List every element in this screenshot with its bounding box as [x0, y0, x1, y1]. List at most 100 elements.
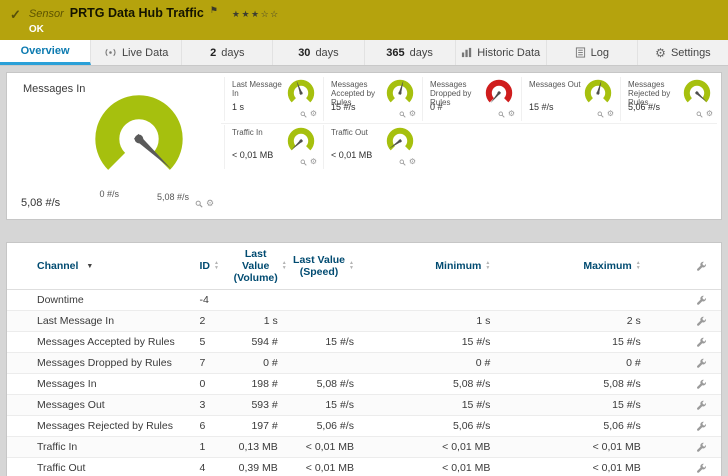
- channel-settings-icon[interactable]: [696, 337, 707, 348]
- gauge-messages-accepted[interactable]: Messages Accepted by Rules 15 #/s ⚙: [323, 77, 421, 121]
- tab-2-days-label: days: [221, 47, 244, 59]
- channel-settings-icon[interactable]: [696, 316, 707, 327]
- channel-id: 2: [190, 311, 230, 332]
- last-value-volume: 593 #: [230, 395, 282, 416]
- gauge-actions: ⚙: [300, 158, 317, 166]
- magnifier-icon[interactable]: [597, 111, 604, 118]
- tab-historic-data[interactable]: Historic Data: [456, 40, 547, 65]
- dropdown-icon[interactable]: ▼: [86, 263, 93, 270]
- maximum-value: 5,08 #/s: [494, 374, 644, 395]
- gauge-value: < 0,01 MB: [232, 150, 273, 160]
- gauge-messages-rejected[interactable]: Messages Rejected by Rules 5,06 #/s ⚙: [620, 77, 718, 121]
- channel-settings-icon[interactable]: [696, 379, 707, 390]
- gauge-dial: [484, 78, 514, 108]
- header-maximum[interactable]: Maximum▲▼: [494, 243, 644, 290]
- magnifier-icon[interactable]: [195, 200, 203, 208]
- channel-name[interactable]: Downtime: [7, 290, 190, 311]
- channel-name[interactable]: Messages Out: [7, 395, 190, 416]
- gear-icon[interactable]: ⚙: [508, 110, 515, 118]
- table-row-messages-accepted[interactable]: Messages Accepted by Rules 5 594 # 15 #/…: [7, 332, 721, 353]
- table-row-messages-in[interactable]: Messages In 0 198 # 5,08 #/s 5,08 #/s 5,…: [7, 374, 721, 395]
- gauge-dial: [682, 78, 712, 108]
- tab-overview[interactable]: Overview: [0, 40, 91, 65]
- magnifier-icon[interactable]: [300, 111, 307, 118]
- header-last-value-volume[interactable]: Last Value(Volume)▲▼: [230, 243, 282, 290]
- magnifier-icon[interactable]: [498, 111, 505, 118]
- table-row-messages-dropped[interactable]: Messages Dropped by Rules 7 0 # 0 # 0 #: [7, 353, 721, 374]
- gear-icon[interactable]: ⚙: [310, 158, 317, 166]
- channel-name[interactable]: Messages Accepted by Rules: [7, 332, 190, 353]
- gauge-label: Last Message In: [232, 80, 290, 98]
- wrench-icon[interactable]: [696, 261, 707, 272]
- gear-icon[interactable]: ⚙: [206, 199, 214, 208]
- magnifier-icon[interactable]: [399, 159, 406, 166]
- maximum-value: 15 #/s: [494, 332, 644, 353]
- header-id[interactable]: ID▲▼: [190, 243, 230, 290]
- sort-icon[interactable]: ▲▼: [349, 261, 354, 271]
- flag-icon[interactable]: ⚑: [210, 5, 218, 16]
- magnifier-icon[interactable]: [399, 111, 406, 118]
- tab-settings[interactable]: ⚙ Settings: [638, 40, 728, 65]
- channel-name[interactable]: Traffic Out: [7, 458, 190, 476]
- table-row-downtime[interactable]: Downtime -4: [7, 290, 721, 311]
- gear-icon[interactable]: ⚙: [706, 110, 713, 118]
- magnifier-icon[interactable]: [300, 159, 307, 166]
- header-id-label: ID: [200, 260, 211, 272]
- channel-name[interactable]: Messages Rejected by Rules: [7, 416, 190, 437]
- log-document-icon: [575, 47, 586, 58]
- tab-30-days[interactable]: 30 days: [273, 40, 364, 65]
- magnifier-icon[interactable]: [696, 111, 703, 118]
- gauge-dial: [286, 126, 316, 156]
- gauge-dial: [385, 78, 415, 108]
- gear-icon[interactable]: ⚙: [607, 110, 614, 118]
- gauge-dial: [385, 126, 415, 156]
- table-row-messages-out[interactable]: Messages Out 3 593 # 15 #/s 15 #/s 15 #/…: [7, 395, 721, 416]
- table-row-last-message-in[interactable]: Last Message In 2 1 s 1 s 2 s: [7, 311, 721, 332]
- channel-settings-icon[interactable]: [696, 421, 707, 432]
- gauge-last-message-in[interactable]: Last Message In 1 s ⚙: [224, 77, 322, 121]
- tab-live-data-label: Live Data: [122, 47, 168, 59]
- header-minimum[interactable]: Minimum▲▼: [358, 243, 494, 290]
- header-last-value-speed[interactable]: Last Value(Speed)▲▼: [282, 243, 358, 290]
- last-value-speed: [282, 353, 358, 374]
- sort-icon[interactable]: ▲▼: [636, 261, 641, 271]
- sort-icon[interactable]: ▲▼: [214, 261, 219, 271]
- last-value-volume: 594 #: [230, 332, 282, 353]
- maximum-value: [494, 290, 644, 311]
- channel-name[interactable]: Last Message In: [7, 311, 190, 332]
- table-row-traffic-in[interactable]: Traffic In 1 0,13 MB < 0,01 MB < 0,01 MB…: [7, 437, 721, 458]
- channel-settings-icon[interactable]: [696, 358, 707, 369]
- channel-settings-icon[interactable]: [696, 463, 707, 474]
- tab-log[interactable]: Log: [547, 40, 638, 65]
- tab-365-days[interactable]: 365 days: [365, 40, 456, 65]
- gauge-traffic-in[interactable]: Traffic In < 0,01 MB ⚙: [224, 125, 322, 169]
- table-row-messages-rejected[interactable]: Messages Rejected by Rules 6 197 # 5,06 …: [7, 416, 721, 437]
- gauge-messages-dropped[interactable]: Messages Dropped by Rules 0 # ⚙: [422, 77, 520, 121]
- header-settings[interactable]: [645, 243, 721, 290]
- last-value-speed: < 0,01 MB: [282, 437, 358, 458]
- header-channel[interactable]: Channel▼: [7, 243, 190, 290]
- channel-settings-icon[interactable]: [696, 400, 707, 411]
- tab-live-data[interactable]: Live Data: [91, 40, 182, 65]
- sort-icon[interactable]: ▲▼: [282, 261, 287, 271]
- channel-name[interactable]: Messages In: [7, 374, 190, 395]
- gear-icon[interactable]: ⚙: [310, 110, 317, 118]
- sort-icon[interactable]: ▲▼: [485, 261, 490, 271]
- main-gauge-dial[interactable]: [91, 91, 187, 187]
- gauge-messages-out[interactable]: Messages Out 15 #/s ⚙: [521, 77, 619, 121]
- last-value-speed: 5,06 #/s: [282, 416, 358, 437]
- table-row-traffic-out[interactable]: Traffic Out 4 0,39 MB < 0,01 MB < 0,01 M…: [7, 458, 721, 476]
- channel-name[interactable]: Traffic In: [7, 437, 190, 458]
- channel-settings-icon[interactable]: [696, 295, 707, 306]
- minimum-value: < 0,01 MB: [358, 437, 494, 458]
- channel-name[interactable]: Messages Dropped by Rules: [7, 353, 190, 374]
- gauge-value: 0 #: [430, 102, 443, 112]
- last-value-volume: 0,39 MB: [230, 458, 282, 476]
- tab-2-days[interactable]: 2 days: [182, 40, 273, 65]
- gauge-traffic-out[interactable]: Traffic Out < 0,01 MB ⚙: [323, 125, 421, 169]
- channel-settings-icon[interactable]: [696, 442, 707, 453]
- priority-stars[interactable]: ★★★☆☆: [232, 9, 280, 20]
- gear-icon[interactable]: ⚙: [409, 158, 416, 166]
- main-gauge-actions: ⚙: [195, 199, 214, 208]
- gear-icon[interactable]: ⚙: [409, 110, 416, 118]
